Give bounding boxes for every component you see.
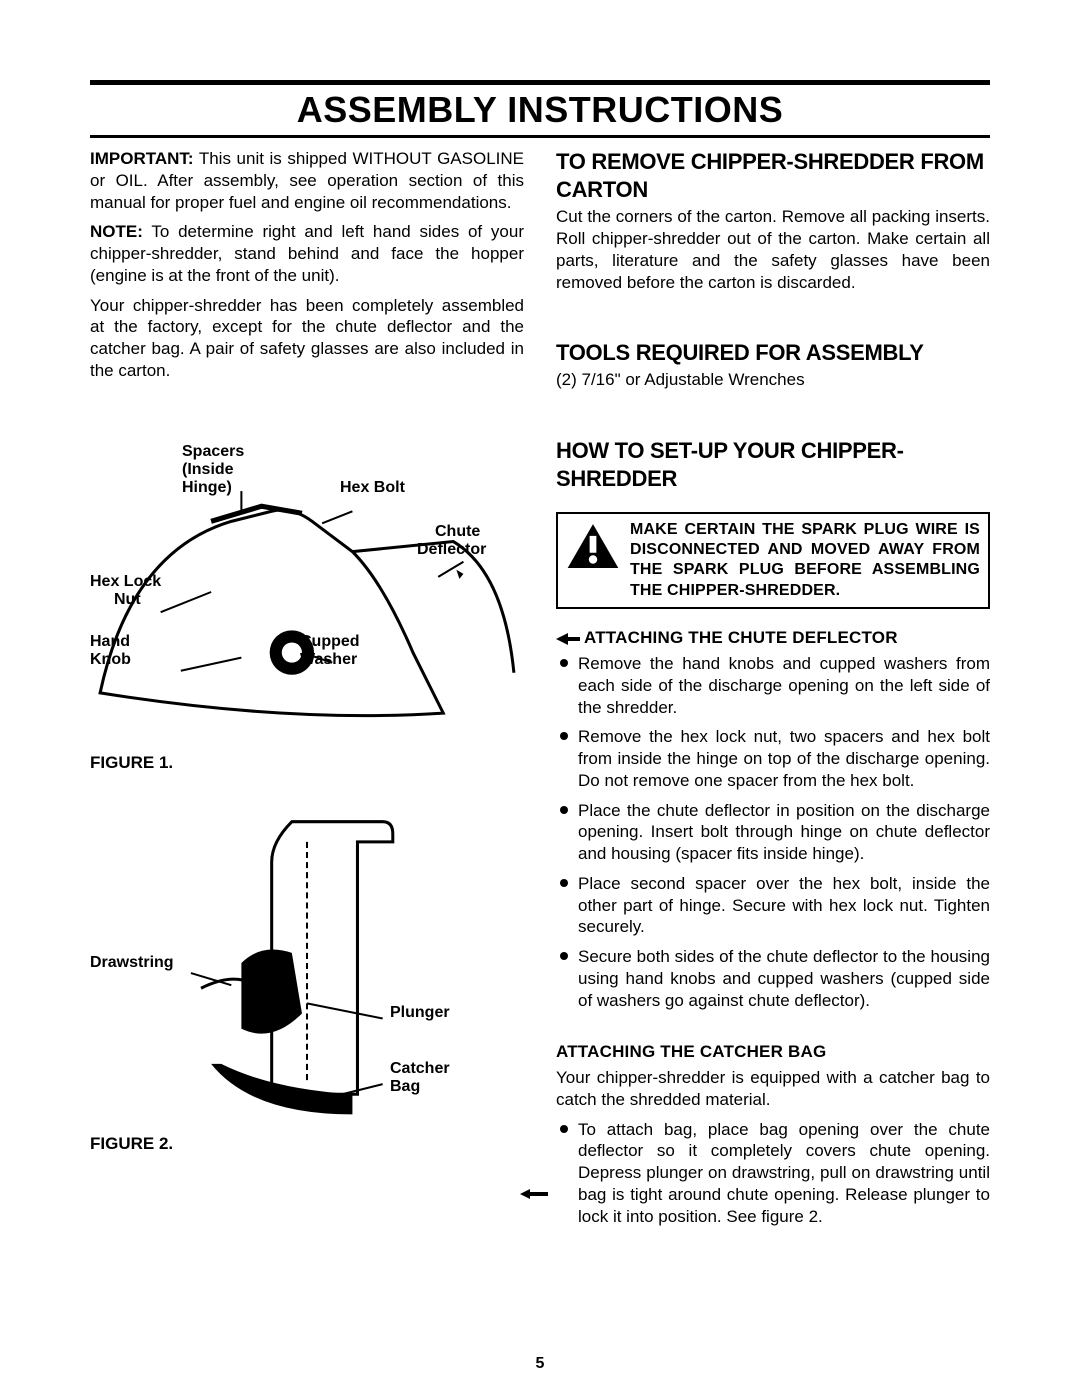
fig2-plunger: Plunger bbox=[390, 1003, 450, 1023]
bullet-item: Remove the hex lock nut, two spacers and… bbox=[556, 726, 990, 791]
remove-text: Cut the corners of the carton. Remove al… bbox=[556, 206, 990, 293]
page-number: 5 bbox=[0, 1355, 1080, 1373]
bullet-item: Secure both sides of the chute deflector… bbox=[556, 946, 990, 1011]
main-title: ASSEMBLY INSTRUCTIONS bbox=[90, 89, 990, 131]
fig1-washer: Washer bbox=[300, 650, 357, 670]
figure-1-caption: FIGURE 1. bbox=[90, 752, 524, 774]
tools-heading: TOOLS REQUIRED FOR ASSEMBLY bbox=[556, 339, 990, 367]
important-para: IMPORTANT: This unit is shipped WITHOUT … bbox=[90, 148, 524, 213]
attach-bag-heading: ATTACHING THE CATCHER BAG bbox=[556, 1041, 990, 1063]
page: ASSEMBLY INSTRUCTIONS IMPORTANT: This un… bbox=[0, 0, 1080, 1397]
fig1-hinge: Hinge) bbox=[182, 478, 232, 498]
left-column: IMPORTANT: This unit is shipped WITHOUT … bbox=[90, 148, 524, 1235]
bullet-item: Place second spacer over the hex bolt, i… bbox=[556, 873, 990, 938]
figure-2: Drawstring Plunger Catcher Bag bbox=[90, 803, 524, 1123]
top-rule bbox=[90, 80, 990, 85]
fig1-deflector: Deflector bbox=[417, 540, 486, 560]
columns: IMPORTANT: This unit is shipped WITHOUT … bbox=[90, 148, 990, 1235]
warning-text: MAKE CERTAIN THE SPARK PLUG WIRE IS DISC… bbox=[630, 520, 980, 602]
bullet-item: Place the chute deflector in position on… bbox=[556, 800, 990, 865]
tools-text: (2) 7/16" or Adjustable Wrenches bbox=[556, 369, 990, 391]
bag-bullets: To attach bag, place bag opening over th… bbox=[556, 1119, 990, 1228]
bullet-item: Remove the hand knobs and cupped washers… bbox=[556, 653, 990, 718]
fig1-knob: Knob bbox=[90, 650, 131, 670]
attach-deflector-heading: ATTACHING THE CHUTE DEFLECTOR bbox=[556, 627, 990, 649]
bag-bullet-text: To attach bag, place bag opening over th… bbox=[578, 1120, 990, 1226]
attach-deflector-label: ATTACHING THE CHUTE DEFLECTOR bbox=[584, 628, 898, 647]
note-text: To determine right and left hand sides o… bbox=[90, 222, 524, 285]
note-label: NOTE: bbox=[90, 222, 143, 241]
figure-2-caption: FIGURE 2. bbox=[90, 1133, 524, 1155]
fig2-drawstring: Drawstring bbox=[90, 953, 174, 973]
important-label: IMPORTANT: bbox=[90, 149, 194, 168]
assembled-para: Your chipper-shredder has been completel… bbox=[90, 295, 524, 382]
bag-intro: Your chipper-shredder is equipped with a… bbox=[556, 1067, 990, 1111]
warning-icon bbox=[566, 522, 620, 570]
note-para: NOTE: To determine right and left hand s… bbox=[90, 221, 524, 286]
setup-heading: HOW TO SET-UP YOUR CHIPPER-SHREDDER bbox=[556, 437, 990, 493]
arrow-left-icon bbox=[556, 633, 580, 645]
fig2-bag: Bag bbox=[390, 1077, 420, 1097]
mid-rule bbox=[90, 135, 990, 138]
right-column: TO REMOVE CHIPPER-SHREDDER FROM CARTON C… bbox=[556, 148, 990, 1235]
warning-box: MAKE CERTAIN THE SPARK PLUG WIRE IS DISC… bbox=[556, 512, 990, 610]
fig1-nut: Nut bbox=[114, 590, 141, 610]
deflector-bullets: Remove the hand knobs and cupped washers… bbox=[556, 653, 990, 1011]
arrow-left-icon bbox=[520, 1189, 548, 1199]
fig1-hexbolt: Hex Bolt bbox=[340, 478, 405, 498]
bullet-item: To attach bag, place bag opening over th… bbox=[556, 1119, 990, 1228]
remove-heading: TO REMOVE CHIPPER-SHREDDER FROM CARTON bbox=[556, 148, 990, 204]
figure-1: Spacers (Inside Hinge) Hex Bolt Chute De… bbox=[90, 442, 524, 742]
